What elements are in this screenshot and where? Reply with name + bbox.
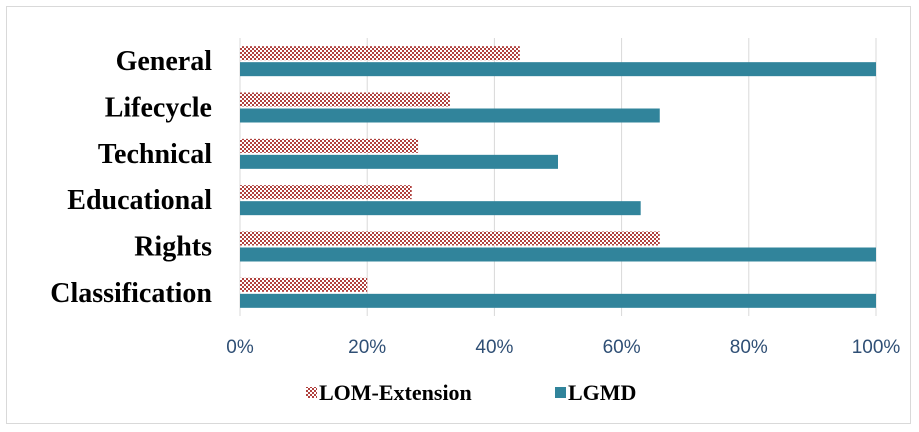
category-label: Rights <box>134 232 212 263</box>
category-label: Educational <box>67 185 212 216</box>
category-label: Lifecycle <box>105 93 212 124</box>
bar-lgmd <box>240 154 558 169</box>
legend-swatch-lgmd <box>555 387 566 398</box>
legend-label: LGMD <box>568 380 636 405</box>
bar-lgmd <box>240 62 876 77</box>
gridlines <box>239 38 877 316</box>
category-label: Classification <box>50 278 212 309</box>
bar-lgmd <box>240 247 876 262</box>
legend: LOM-Extension LGMD <box>306 380 636 405</box>
x-tick-label: 60% <box>603 337 641 358</box>
bar-lgmd <box>240 293 876 308</box>
bar-lom-extension <box>240 46 520 61</box>
bar-lgmd <box>240 201 641 216</box>
x-tick-label: 80% <box>730 337 768 358</box>
legend-swatch-lom-extension <box>306 387 317 398</box>
x-tick-label: 20% <box>348 337 386 358</box>
category-label: General <box>116 46 213 77</box>
x-tick-label: 100% <box>852 337 901 358</box>
category-label: Technical <box>98 139 212 170</box>
x-tick-labels: 0% 20% 40% 60% 80% 100% <box>226 337 900 358</box>
bar-lom-extension <box>240 138 419 153</box>
legend-label: LOM-Extension <box>319 380 472 405</box>
x-tick-label: 0% <box>226 337 254 358</box>
bar-lom-extension <box>240 92 450 107</box>
category-labels: General Lifecycle Technical Educational Righ… <box>50 46 212 309</box>
bar-lom-extension <box>240 231 660 246</box>
bar-lom-extension <box>240 185 412 200</box>
bar-lom-extension <box>240 277 368 292</box>
bars <box>240 46 876 308</box>
x-tick-label: 40% <box>475 337 513 358</box>
bar-lgmd <box>240 108 660 123</box>
